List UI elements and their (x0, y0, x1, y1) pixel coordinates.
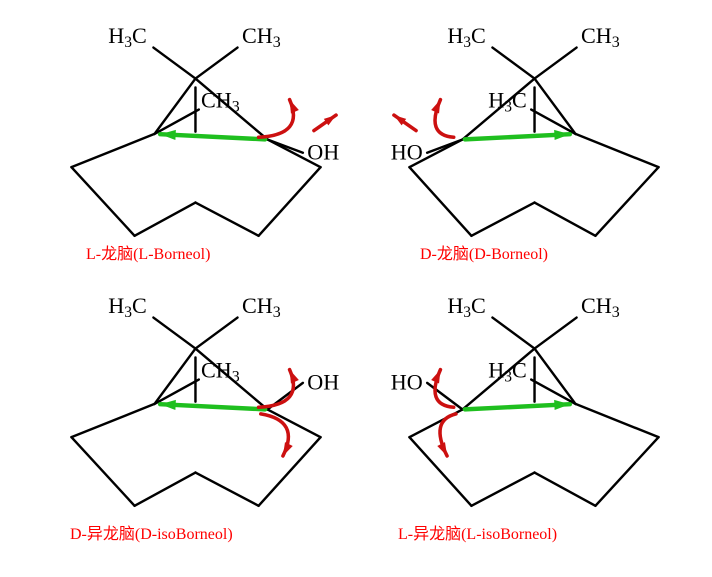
svg-text:CH3: CH3 (242, 293, 281, 321)
figure-canvas: H3C CH3 CH3 OH L-龙脑(L-Borneol) CH3 H3C H3C HO D-龙… (0, 0, 712, 577)
atom-labels: CH3 H3C H3C HO (391, 293, 620, 394)
green-arrow (465, 130, 570, 140)
svg-text:H3C: H3C (447, 23, 486, 51)
caption-d-isoborneol: D-异龙脑(D-isoBorneol) (70, 520, 233, 544)
molecule-svg: H3C CH3 CH3 OH (46, 20, 356, 270)
skeleton (409, 318, 658, 506)
green-arrow (160, 130, 265, 140)
svg-text:HO: HO (391, 370, 423, 395)
red-arrows (259, 370, 299, 456)
red-arrows (394, 100, 454, 138)
skeleton (409, 48, 658, 236)
svg-text:CH3: CH3 (242, 23, 281, 51)
skeleton (71, 318, 320, 506)
atom-labels: CH3 H3C H3C HO (391, 23, 620, 164)
svg-text:CH3: CH3 (201, 357, 240, 385)
svg-text:OH: OH (307, 139, 339, 164)
svg-text:OH: OH (307, 370, 339, 395)
molecule-svg: CH3 H3C H3C HO (374, 20, 684, 270)
molecule-d-borneol: CH3 H3C H3C HO (374, 20, 684, 270)
molecule-l-borneol: H3C CH3 CH3 OH (46, 20, 356, 270)
svg-text:H3C: H3C (488, 357, 527, 385)
atom-labels: H3C CH3 CH3 OH (108, 23, 339, 164)
skeleton (71, 48, 320, 236)
caption-l-isoborneol: L-异龙脑(L-isoBorneol) (398, 520, 557, 544)
svg-text:CH3: CH3 (201, 87, 240, 115)
atom-labels: H3C CH3 CH3 OH (108, 293, 339, 394)
molecule-svg: H3C CH3 CH3 OH (46, 290, 356, 540)
svg-text:CH3: CH3 (581, 293, 620, 321)
red-arrows (431, 370, 456, 456)
molecule-d-isoborneol: H3C CH3 CH3 OH (46, 290, 356, 540)
svg-text:H3C: H3C (108, 293, 147, 321)
caption-d-borneol: D-龙脑(D-Borneol) (420, 240, 548, 264)
svg-text:H3C: H3C (447, 293, 486, 321)
caption-l-borneol: L-龙脑(L-Borneol) (86, 240, 210, 264)
svg-text:H3C: H3C (488, 87, 527, 115)
molecule-svg: CH3 H3C H3C HO (374, 290, 684, 540)
svg-text:H3C: H3C (108, 23, 147, 51)
molecule-l-isoborneol: CH3 H3C H3C HO (374, 290, 684, 540)
green-arrow (160, 400, 265, 410)
svg-text:HO: HO (391, 139, 423, 164)
red-arrows (259, 100, 337, 138)
green-arrow (465, 400, 570, 410)
svg-text:CH3: CH3 (581, 23, 620, 51)
